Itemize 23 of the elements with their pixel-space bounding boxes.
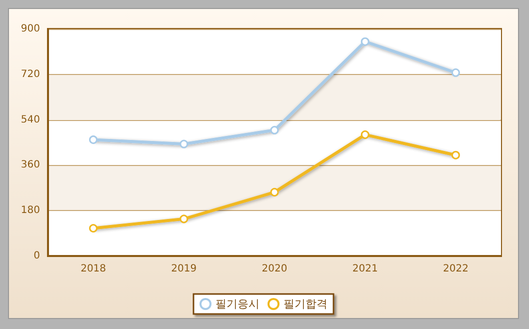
x-tick-label: 2022: [442, 264, 468, 274]
point: [360, 130, 370, 139]
y-tick-label: 360: [20, 160, 40, 171]
x-tick-label: 2021: [352, 264, 378, 274]
point: [180, 140, 188, 148]
point: [270, 126, 279, 134]
x-tick-label: 2019: [171, 264, 197, 274]
x-tick-label: 2018: [80, 264, 106, 274]
point: [180, 214, 188, 224]
point: [360, 37, 370, 46]
point: [451, 68, 460, 77]
x-tick-label: 2020: [262, 264, 288, 274]
y-tick-label: 180: [20, 205, 40, 216]
y-tick-label: 900: [20, 24, 40, 34]
point: [89, 135, 98, 144]
y-tick-label: 540: [20, 114, 40, 126]
legend-label: 필기응시: [216, 298, 260, 310]
point: [451, 150, 460, 160]
point: [89, 224, 98, 233]
y-tick-label: 0: [34, 250, 40, 262]
point: [270, 188, 279, 196]
legend-label: 필기합격: [284, 298, 328, 310]
y-tick-label: 720: [20, 68, 40, 80]
